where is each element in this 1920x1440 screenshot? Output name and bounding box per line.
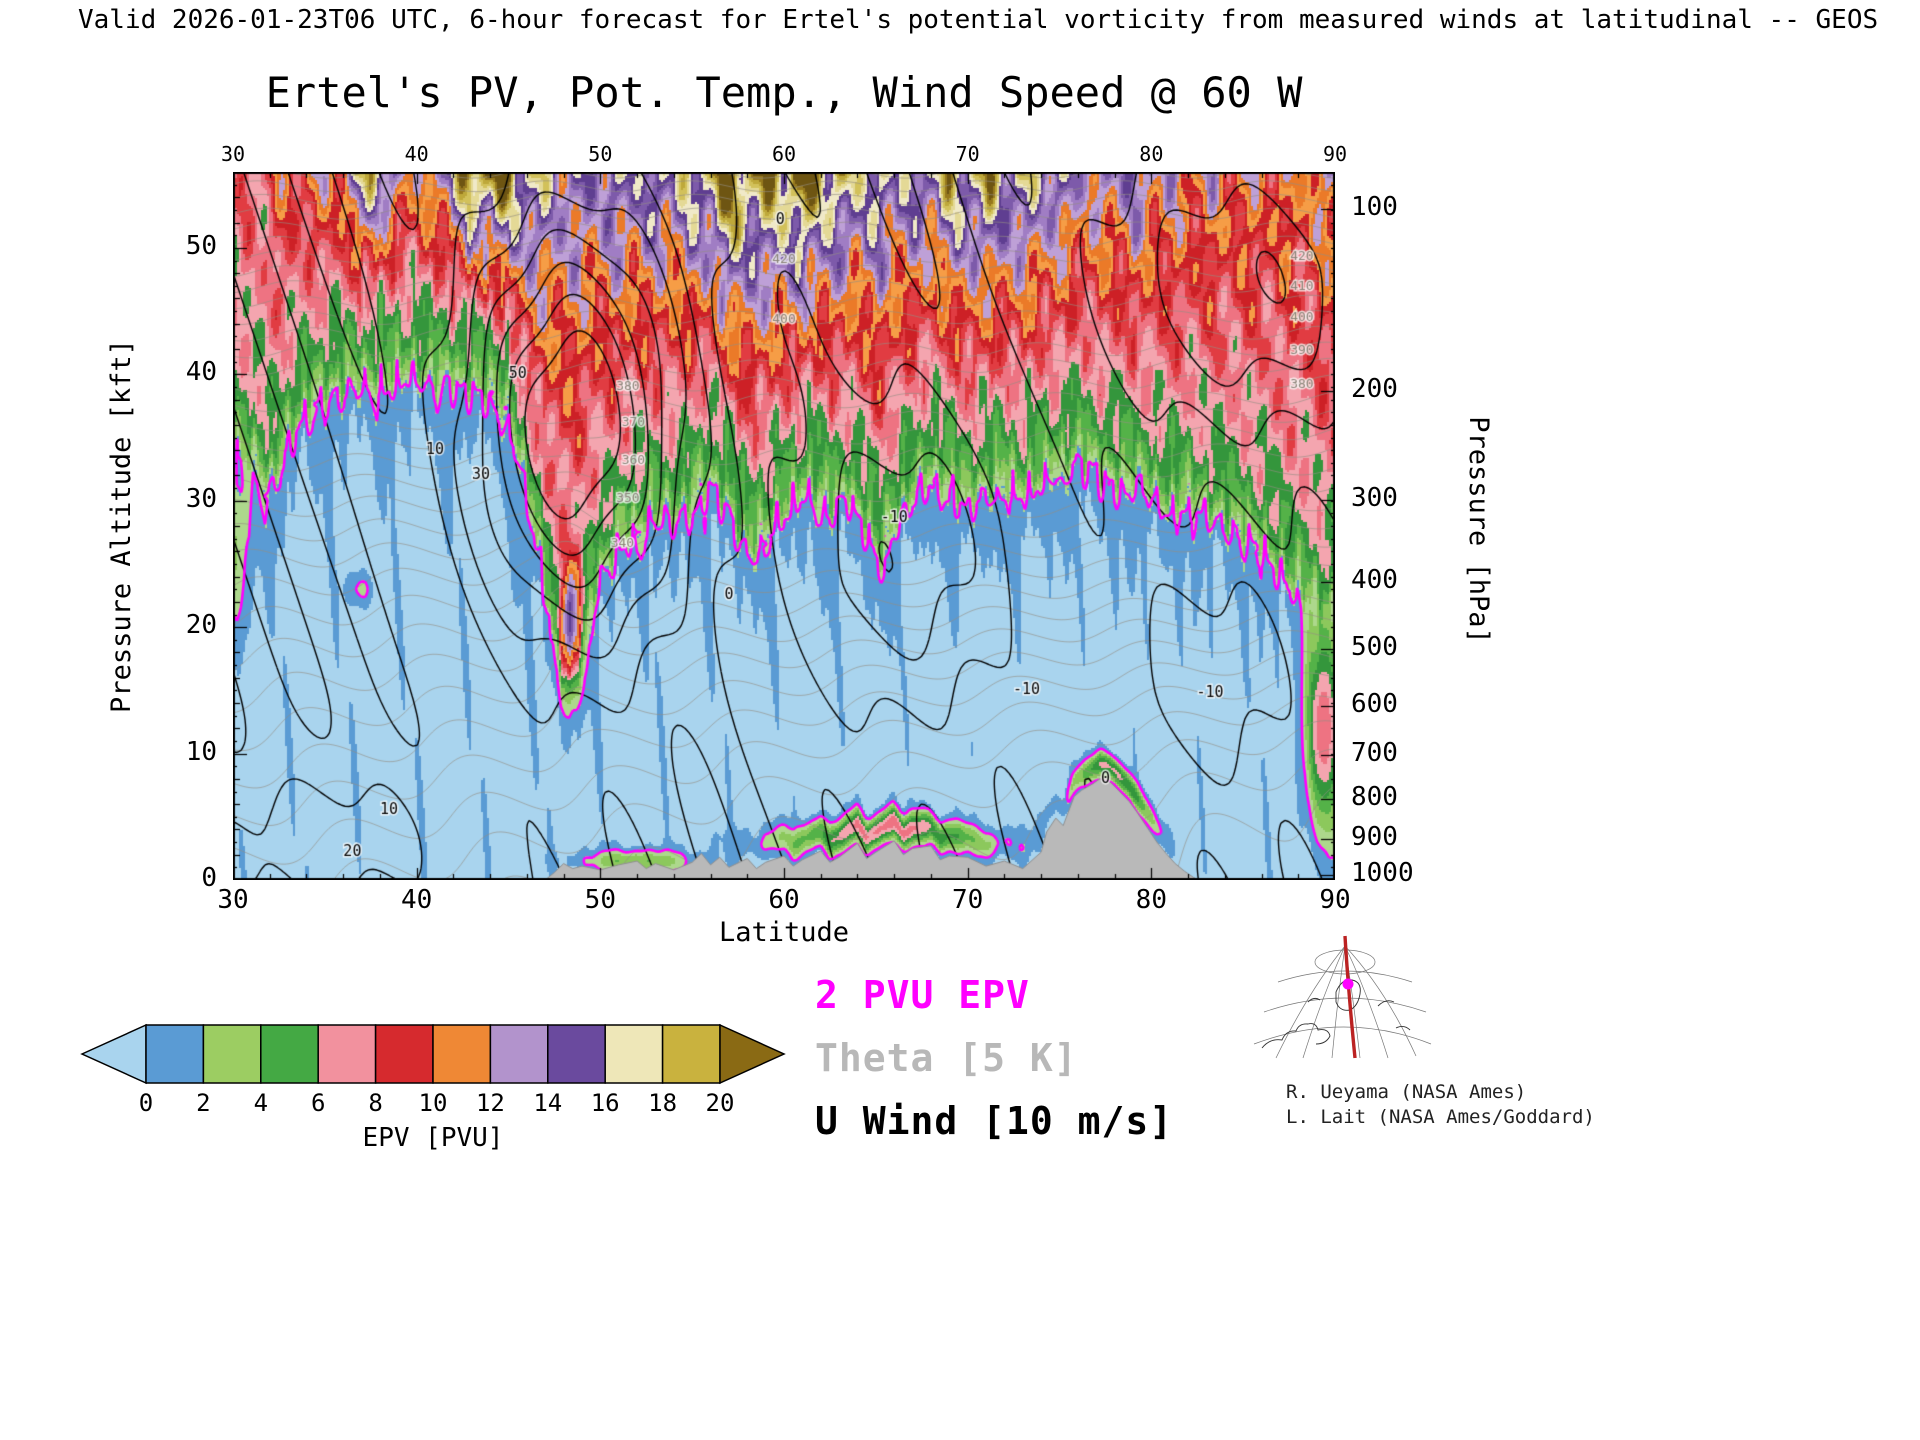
colorbar-band [661,1024,721,1084]
inset-location-dot [1342,978,1354,990]
pressure-tick-label: 600 [1351,688,1398,719]
top-x-tick-label: 60 [771,142,797,166]
left-y-axis-title: Pressure Altitude [kft] [106,339,138,713]
colorbar-tick-label: 18 [648,1089,678,1117]
colorbar-band [547,1024,606,1084]
colorbar-band [432,1024,492,1084]
plot-title: Ertel's PV, Pot. Temp., Wind Speed @ 60 … [265,68,1303,117]
colorbar-tick-label: 10 [418,1089,448,1117]
y-tick-label: 0 [201,863,217,893]
inset-60w-meridian-line [1343,935,1357,1059]
top-x-tick-label: 90 [1322,142,1348,166]
pressure-tick-label: 100 [1351,191,1398,222]
legend-theta: Theta [5 K] [815,1036,1078,1080]
colorbar-caption: EPV [PVU] [362,1123,504,1153]
colorbar-band [604,1024,664,1084]
colorbar-band [489,1024,549,1084]
x-tick-label: 50 [584,885,616,915]
inset-coastlines [1261,979,1411,1049]
x-tick-label: 60 [768,885,800,915]
pressure-tick-label: 400 [1351,564,1398,595]
y-tick-label: 20 [185,610,217,641]
x-axis-title: Latitude [718,917,850,948]
legend-u-wind: U Wind [10 m/s] [815,1099,1174,1143]
x-tick-label: 30 [217,885,249,915]
colorbar-band [260,1024,319,1084]
credit-line: R. Ueyama (NASA Ames) [1286,1081,1527,1103]
right-y-axis-title: Pressure [hPa] [1462,416,1494,644]
top-x-tick-label: 70 [955,142,980,166]
colorbar-tick-label: 20 [705,1089,735,1117]
colorbar-tick-label: 8 [368,1089,383,1117]
colorbar-over-arrow [719,1023,786,1085]
y-tick-label: 40 [185,357,217,388]
pressure-tick-label: 300 [1351,482,1398,513]
top-x-tick-label: 40 [404,142,429,166]
pressure-tick-label: 900 [1351,821,1398,852]
colorbar-band [145,1024,205,1084]
colorbar-tick-label: 14 [533,1089,563,1117]
colorbar-under-arrow [80,1023,147,1085]
colorbar-tick-label: 0 [138,1089,154,1117]
top-x-tick-label: 50 [588,142,613,166]
pressure-tick-label: 800 [1351,782,1398,813]
x-tick-label: 70 [952,885,984,915]
colorbar-tick-label: 6 [310,1089,326,1117]
epv-colorbar [80,1023,786,1085]
x-tick-label: 40 [401,885,433,915]
inset-graticule [1253,945,1432,1059]
y-tick-label: 30 [185,483,217,514]
y-tick-label: 10 [185,736,217,767]
pressure-tick-label: 500 [1351,631,1398,662]
x-tick-label: 90 [1319,885,1351,915]
valid-time-header: Valid 2026-01-23T06 UTC, 6-hour forecast… [78,5,1879,35]
top-x-tick-label: 80 [1139,142,1164,166]
credit-line: L. Lait (NASA Ames/Goddard) [1286,1106,1595,1128]
colorbar-tick-label: 16 [590,1089,620,1117]
pressure-tick-label: 1000 [1351,858,1414,889]
colorbar-band [317,1024,377,1084]
cross-section-plot-canvas [233,172,1335,880]
colorbar-tick-label: 4 [253,1089,269,1117]
colorbar-tick-label: 12 [475,1089,505,1117]
legend-2pvu-epv: 2 PVU EPV [815,973,1030,1017]
colorbar-band [374,1024,434,1084]
location-inset-map [1253,935,1432,1059]
top-x-tick-label: 30 [220,142,246,166]
colorbar-band [202,1024,262,1084]
colorbar-tick-label: 2 [196,1089,211,1117]
pressure-tick-label: 700 [1351,738,1398,769]
y-tick-label: 50 [185,230,217,261]
x-tick-label: 80 [1135,885,1167,915]
pressure-tick-label: 200 [1351,374,1398,405]
